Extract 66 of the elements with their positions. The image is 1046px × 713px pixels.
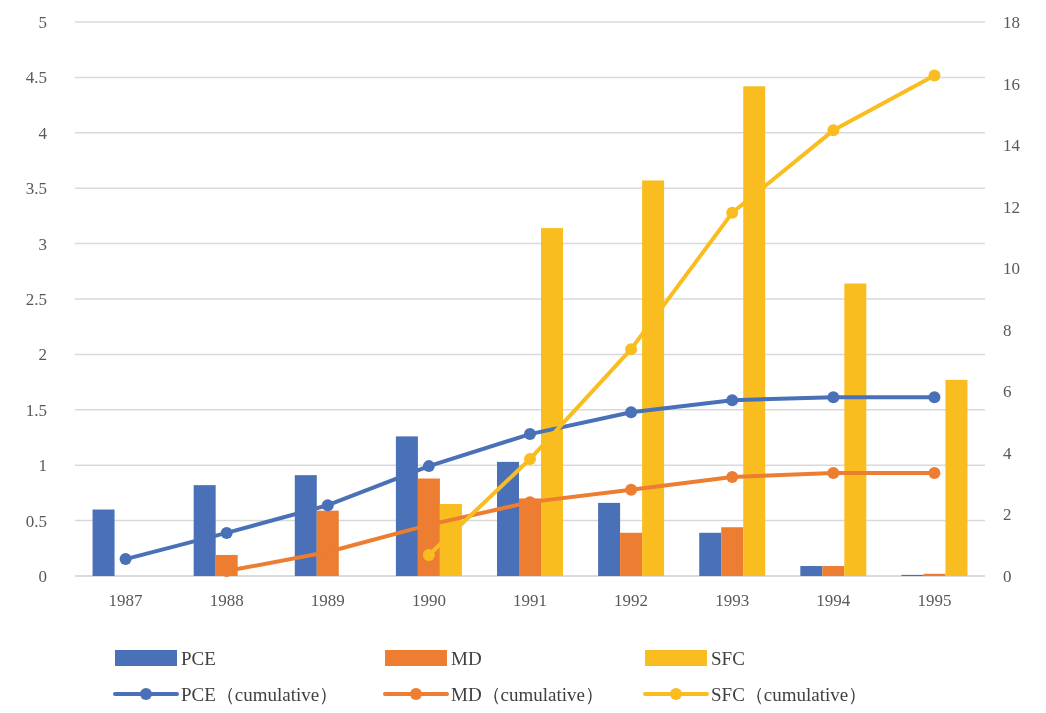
- x-tick-label: 1988: [209, 591, 244, 610]
- y-tick-label: 3.5: [25, 179, 47, 199]
- x-tick-label: 1992: [614, 591, 649, 610]
- point: [119, 553, 132, 566]
- y2-tick-label: 8: [1003, 320, 1012, 340]
- bar: [822, 566, 845, 576]
- point: [928, 69, 941, 82]
- y2-tick-label: 6: [1003, 382, 1012, 402]
- x-tick-label: 1989: [310, 591, 345, 610]
- point: [827, 391, 840, 404]
- point: [625, 406, 638, 419]
- y2-tick-label: 18: [1003, 12, 1020, 32]
- bar: [92, 509, 115, 576]
- y-tick-label: 4: [38, 123, 48, 143]
- bar: [844, 283, 867, 576]
- y2-tick-label: 4: [1003, 443, 1012, 463]
- y-tick-label: 1.5: [25, 400, 47, 420]
- legend-label: PCE（cumulative）: [181, 683, 339, 705]
- y-tick-label: 1: [38, 456, 47, 476]
- legend-label: MD: [451, 647, 482, 669]
- bar: [721, 527, 744, 576]
- point: [827, 466, 840, 479]
- y2-tick-label: 0: [1003, 566, 1012, 586]
- point: [928, 391, 941, 404]
- y-tick-label: 2.5: [25, 289, 47, 309]
- bar: [699, 532, 722, 576]
- legend-label: SFC（cumulative）: [711, 683, 868, 705]
- y-tick-label: 5: [38, 12, 47, 32]
- point: [422, 549, 435, 562]
- point: [827, 124, 840, 137]
- point: [422, 460, 435, 473]
- point: [625, 483, 638, 496]
- bar: [598, 502, 621, 576]
- point: [625, 343, 638, 356]
- bar: [620, 532, 643, 576]
- y-tick-label: 0.5: [25, 511, 47, 531]
- y2-tick-label: 2: [1003, 505, 1012, 525]
- point: [220, 526, 233, 539]
- legend-label: PCE: [181, 647, 216, 669]
- bar: [497, 461, 519, 576]
- point: [726, 470, 739, 483]
- y-tick-label: 2: [38, 345, 47, 365]
- legend-label: MD（cumulative）: [451, 683, 605, 705]
- x-tick-label: 1994: [816, 591, 851, 610]
- point: [928, 466, 941, 479]
- y2-tick-label: 16: [1003, 74, 1020, 94]
- bar: [923, 573, 946, 576]
- point: [321, 499, 334, 512]
- y2-tick-label: 10: [1003, 259, 1020, 279]
- legend-label: SFC: [711, 647, 745, 669]
- y-tick-label: 4.5: [25, 68, 47, 88]
- point: [726, 206, 739, 219]
- y2-tick-label: 12: [1003, 197, 1020, 217]
- bar: [800, 566, 823, 576]
- x-tick-label: 1995: [917, 591, 952, 610]
- y-tick-label: 3: [38, 234, 47, 254]
- point: [524, 428, 536, 441]
- x-tick-label: 1993: [715, 591, 750, 610]
- x-tick-label: 1991: [513, 591, 547, 610]
- point: [726, 394, 739, 407]
- x-tick-label: 1987: [108, 591, 144, 610]
- x-tick-label: 1990: [411, 591, 446, 610]
- bar: [945, 379, 968, 576]
- y-tick-label: 0: [38, 566, 47, 586]
- point: [524, 453, 536, 466]
- y2-tick-label: 14: [1003, 136, 1021, 156]
